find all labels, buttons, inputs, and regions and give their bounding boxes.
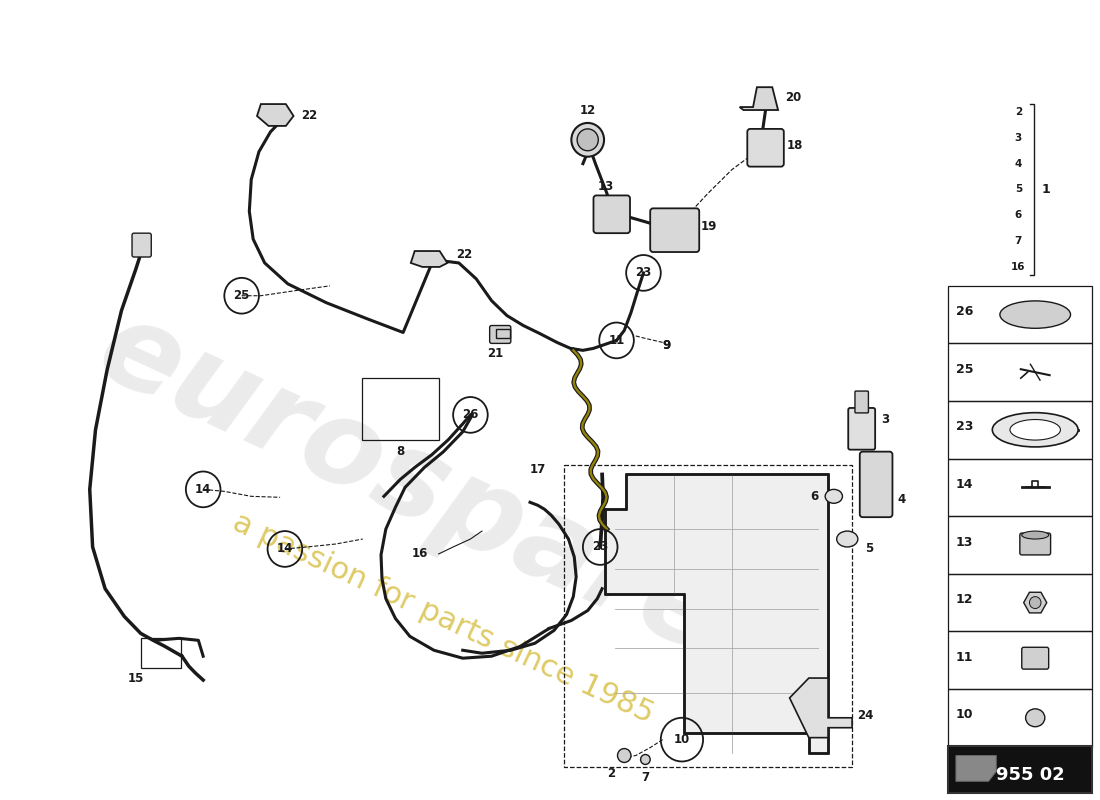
Text: 22: 22 bbox=[301, 110, 318, 122]
Ellipse shape bbox=[640, 754, 650, 765]
Text: 24: 24 bbox=[857, 710, 873, 722]
Ellipse shape bbox=[571, 123, 604, 157]
Text: 17: 17 bbox=[530, 463, 547, 476]
Text: 955 02: 955 02 bbox=[996, 766, 1065, 784]
Text: 3: 3 bbox=[1015, 133, 1022, 143]
Polygon shape bbox=[739, 87, 778, 110]
Text: 5: 5 bbox=[865, 542, 872, 555]
Ellipse shape bbox=[825, 490, 843, 503]
Polygon shape bbox=[790, 678, 852, 738]
Text: eurospares: eurospares bbox=[81, 290, 806, 709]
FancyBboxPatch shape bbox=[848, 408, 876, 450]
Text: 26: 26 bbox=[956, 306, 974, 318]
FancyBboxPatch shape bbox=[1022, 647, 1048, 669]
Ellipse shape bbox=[1000, 301, 1070, 328]
Text: 23: 23 bbox=[592, 541, 608, 554]
Ellipse shape bbox=[1022, 531, 1048, 539]
Text: 6: 6 bbox=[810, 490, 818, 503]
Text: 20: 20 bbox=[784, 90, 801, 104]
Text: 23: 23 bbox=[636, 266, 651, 279]
Ellipse shape bbox=[1030, 597, 1041, 609]
Bar bbox=[948, 746, 1092, 794]
Bar bbox=[362, 378, 439, 440]
Text: 4: 4 bbox=[1014, 158, 1022, 169]
FancyBboxPatch shape bbox=[747, 129, 784, 166]
Text: 25: 25 bbox=[233, 290, 250, 302]
Text: 13: 13 bbox=[598, 180, 614, 193]
Bar bbox=[948, 516, 1092, 574]
Bar bbox=[948, 458, 1092, 516]
Text: 26: 26 bbox=[462, 408, 478, 422]
Text: 18: 18 bbox=[786, 139, 803, 152]
Ellipse shape bbox=[992, 413, 1078, 447]
FancyBboxPatch shape bbox=[860, 452, 892, 517]
Text: 13: 13 bbox=[956, 536, 974, 549]
Text: 14: 14 bbox=[956, 478, 974, 491]
Text: 9: 9 bbox=[662, 339, 671, 352]
Bar bbox=[948, 343, 1092, 401]
Text: 7: 7 bbox=[1014, 236, 1022, 246]
Text: 2: 2 bbox=[607, 767, 615, 780]
FancyBboxPatch shape bbox=[490, 326, 510, 343]
Bar bbox=[141, 638, 182, 668]
Text: 12: 12 bbox=[580, 103, 596, 117]
Ellipse shape bbox=[578, 129, 598, 150]
Text: 3: 3 bbox=[881, 414, 889, 426]
Text: 19: 19 bbox=[701, 220, 717, 233]
Text: a passion for parts since 1985: a passion for parts since 1985 bbox=[229, 508, 659, 729]
Bar bbox=[948, 689, 1092, 746]
FancyBboxPatch shape bbox=[1020, 533, 1050, 555]
Ellipse shape bbox=[617, 749, 631, 762]
FancyBboxPatch shape bbox=[650, 208, 700, 252]
Text: 16: 16 bbox=[411, 547, 428, 561]
Text: 10: 10 bbox=[674, 733, 690, 746]
Text: 23: 23 bbox=[956, 421, 974, 434]
Text: 9: 9 bbox=[662, 339, 671, 352]
Text: 5: 5 bbox=[1015, 185, 1022, 194]
Text: 11: 11 bbox=[956, 651, 974, 664]
Ellipse shape bbox=[1010, 419, 1060, 440]
Bar bbox=[948, 631, 1092, 689]
Bar bbox=[948, 286, 1092, 343]
Text: 22: 22 bbox=[456, 247, 472, 261]
Ellipse shape bbox=[1025, 709, 1045, 726]
Polygon shape bbox=[956, 755, 997, 782]
Text: 10: 10 bbox=[956, 708, 974, 722]
Text: 14: 14 bbox=[195, 483, 211, 496]
Text: 12: 12 bbox=[956, 594, 974, 606]
Text: 21: 21 bbox=[487, 347, 504, 360]
Text: 11: 11 bbox=[608, 334, 625, 347]
Text: 4: 4 bbox=[898, 493, 905, 506]
FancyBboxPatch shape bbox=[132, 233, 152, 257]
FancyBboxPatch shape bbox=[594, 195, 630, 233]
Bar bbox=[948, 574, 1092, 631]
Polygon shape bbox=[1024, 592, 1047, 613]
Ellipse shape bbox=[837, 531, 858, 547]
Bar bbox=[948, 401, 1092, 458]
Polygon shape bbox=[410, 251, 448, 267]
Text: 1: 1 bbox=[1042, 183, 1050, 196]
Bar bbox=[496, 329, 509, 338]
Text: 6: 6 bbox=[1015, 210, 1022, 220]
Text: 2: 2 bbox=[1015, 107, 1022, 117]
Text: 16: 16 bbox=[1011, 262, 1025, 272]
Text: 15: 15 bbox=[128, 671, 144, 685]
Text: 8: 8 bbox=[396, 445, 405, 458]
Text: 14: 14 bbox=[277, 542, 293, 555]
Polygon shape bbox=[605, 474, 828, 753]
Text: 25: 25 bbox=[956, 363, 974, 376]
Text: 7: 7 bbox=[641, 771, 649, 784]
FancyBboxPatch shape bbox=[855, 391, 868, 413]
Polygon shape bbox=[257, 104, 294, 126]
